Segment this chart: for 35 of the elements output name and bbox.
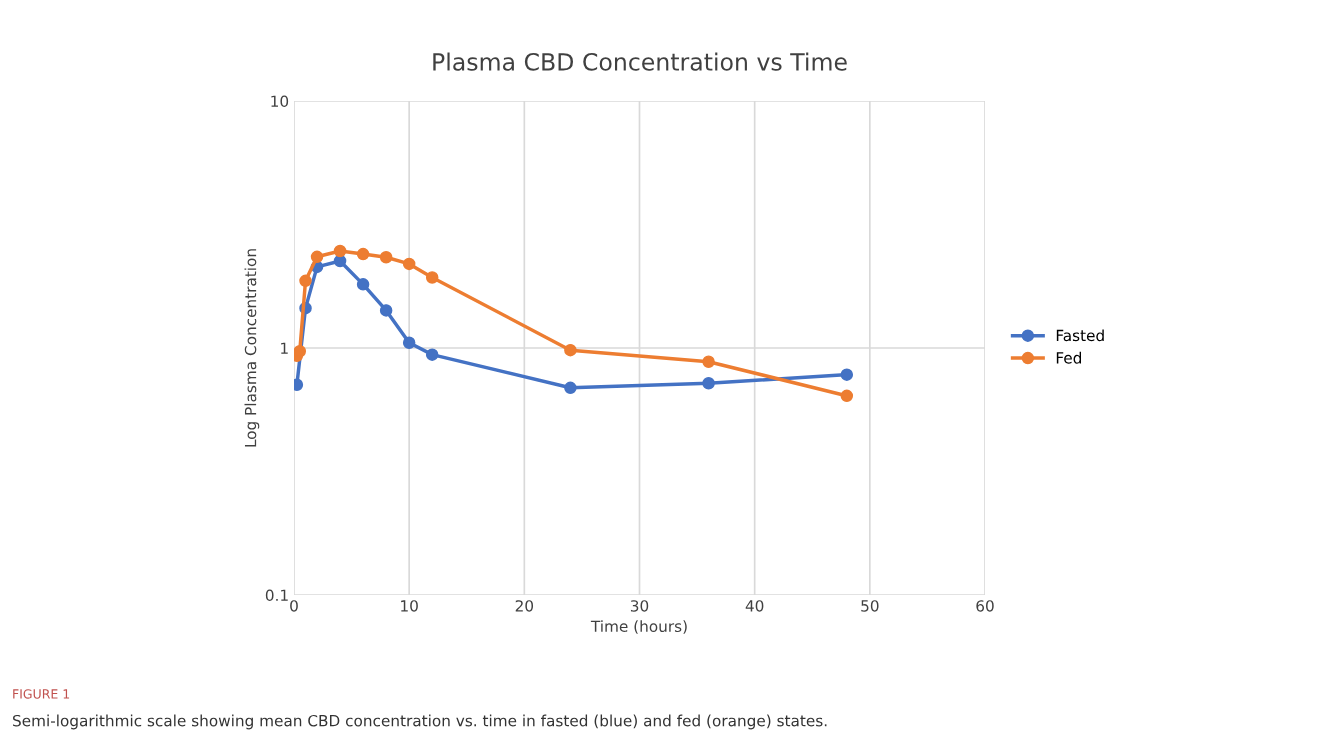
y-tick-label: 10 — [271, 95, 289, 108]
legend-label: Fasted — [1056, 329, 1104, 342]
point — [564, 381, 577, 395]
point — [425, 348, 439, 361]
point — [564, 343, 577, 357]
y-tick-label: 0.1 — [265, 589, 288, 602]
caption: FIGURE 1 — [13, 689, 70, 699]
x-tick-label: 0 — [290, 600, 298, 612]
point — [379, 304, 393, 317]
point — [840, 389, 854, 403]
point — [840, 368, 854, 381]
point — [333, 244, 347, 258]
point — [702, 355, 715, 368]
x-tick-label: 50 — [861, 600, 879, 612]
point — [702, 376, 715, 390]
point — [402, 336, 416, 350]
point — [310, 250, 324, 264]
point — [294, 345, 307, 358]
point — [425, 271, 439, 284]
x-tick-label: 30 — [630, 600, 649, 612]
y-tick-label: 1 — [281, 342, 288, 354]
point — [402, 257, 416, 271]
x-tick-label: 60 — [976, 600, 994, 612]
point — [379, 251, 393, 264]
x-tick-label: 40 — [745, 600, 764, 612]
x-axis-title: Time (hours) — [590, 620, 687, 634]
legend-label: Fed — [1056, 351, 1081, 364]
point — [356, 247, 370, 261]
point — [356, 278, 370, 291]
chart-title: Plasma CBD Concentration vs Time — [433, 52, 847, 71]
text: Semi-logarithmic scale showing mean CBD concentration vs. time in fasted (blue) and fed (orange) states. — [13, 714, 827, 730]
y-axis-title: Log Plasma Concentration — [244, 249, 260, 447]
point — [299, 274, 312, 288]
x-tick-label: 10 — [401, 600, 418, 612]
x-tick-label: 20 — [515, 600, 534, 612]
